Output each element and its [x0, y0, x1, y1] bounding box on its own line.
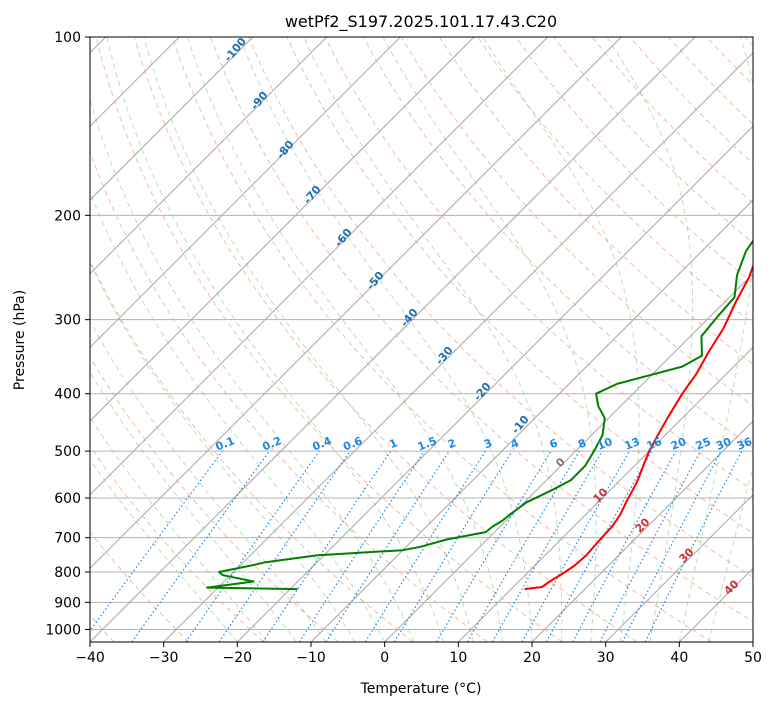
moist-adiabat-line [90, 97, 415, 642]
y-tick-label: 100 [54, 30, 81, 46]
isotherm-line [90, 37, 475, 422]
y-tick-label: 200 [54, 208, 81, 224]
y-axis-label: Pressure (hPa) [12, 290, 28, 390]
dry-adiabat-line [90, 150, 488, 642]
y-tick-label: 600 [54, 491, 81, 507]
mixing-ratio-label: 8 [576, 436, 588, 451]
mixing-ratio-line [599, 450, 702, 642]
x-tick-label: −20 [223, 650, 253, 666]
mixing-ratio-line [466, 450, 580, 642]
x-tick-label: 30 [597, 650, 615, 666]
isotherm-line [90, 37, 328, 275]
moist-adiabat-line [90, 190, 386, 642]
isotherm-line [531, 420, 753, 642]
mixing-ratio-line [325, 450, 450, 642]
profile-line-2 [206, 239, 753, 591]
y-tick-label: 800 [54, 565, 81, 581]
moist-adiabat-line [90, 370, 297, 642]
mixing-ratio-line [131, 450, 270, 642]
mixing-ratio-line [90, 450, 223, 632]
moist-adiabat-line [187, 37, 503, 642]
mixing-ratio-label: 25 [694, 435, 713, 453]
isotherm-line [605, 493, 753, 642]
isotherm-line [163, 51, 753, 642]
dry-adiabat-line [438, 37, 753, 366]
x-tick-label: −40 [75, 650, 105, 666]
moist-adiabat-line [106, 37, 445, 642]
x-tick-label: −30 [149, 650, 179, 666]
mixing-ratio-line [218, 450, 351, 642]
y-tick-label: 300 [54, 313, 81, 329]
mixing-ratio-line [435, 450, 552, 642]
dry-adiabat-line [171, 37, 712, 642]
profile-line-1 [524, 263, 753, 591]
plot-frame [89, 36, 754, 643]
mixing-ratio-label: 13 [623, 435, 642, 453]
mixing-ratio-label: 3 [482, 436, 494, 451]
isotherm-line [90, 37, 696, 642]
y-tick-label: 900 [54, 595, 81, 611]
x-axis-label: Temperature (°C) [360, 681, 482, 697]
moist-adiabat-line [143, 37, 474, 642]
mixing-ratio-line [545, 450, 653, 642]
x-tick-label: 10 [449, 650, 467, 666]
moist-adiabat-line [303, 37, 563, 642]
isotherm-line [457, 346, 753, 642]
mixing-ratio-label: 2 [446, 436, 458, 451]
mixing-ratio-line [298, 450, 425, 642]
dry-adiabat-line [133, 37, 638, 642]
moist-adiabat-line [382, 37, 597, 642]
dry-adiabat-line [90, 531, 190, 642]
isotherm-line [90, 37, 401, 349]
chart-title: wetPf2_S197.2025.101.17.43.C20 [285, 12, 557, 32]
isotherm-line [236, 125, 753, 642]
dry-adiabat-line [90, 445, 264, 642]
isotherm-line [90, 37, 622, 570]
mixing-ratio-label: 30 [714, 435, 733, 453]
y-tick-label: 700 [54, 531, 81, 547]
moist-adiabat-line [606, 37, 694, 642]
dry-adiabat-line [248, 37, 753, 578]
y-tick-label: 400 [54, 387, 81, 403]
mixing-ratio-label: 16 [645, 435, 664, 453]
moist-adiabat-line [239, 37, 533, 642]
dry-adiabat-line [90, 259, 414, 642]
dry-adiabat-line [286, 37, 753, 534]
mixing-ratio-line [572, 450, 677, 642]
x-tick-label: −10 [296, 650, 326, 666]
moist-adiabat-line [90, 458, 238, 642]
mixing-ratio-line [644, 450, 743, 642]
dry-adiabat-line [400, 37, 753, 407]
y-tick-label: 500 [54, 444, 81, 460]
dry-adiabat-line [515, 37, 753, 284]
mixing-ratio-line [621, 450, 722, 642]
isotherm-line [90, 37, 254, 201]
mixing-ratio-line [491, 450, 603, 642]
mixing-ratio-label: 20 [669, 435, 688, 453]
dry-adiabat-line [95, 37, 563, 642]
x-tick-label: 40 [670, 650, 688, 666]
moist-adiabat-line [482, 37, 640, 642]
y-tick-label: 1000 [45, 622, 81, 638]
isotherm-line [90, 37, 549, 496]
moist-adiabat-line [90, 416, 268, 642]
x-tick-label: 0 [380, 650, 389, 666]
mixing-ratio-label: 1 [387, 436, 399, 451]
mixing-ratio-label: 10 [595, 435, 614, 453]
mixing-ratio-label: 36 [735, 435, 754, 453]
x-tick-label: 20 [523, 650, 541, 666]
isotherm-line [384, 272, 753, 642]
dry-adiabat-line [90, 356, 339, 642]
x-tick-label: 50 [744, 650, 762, 666]
moist-adiabat-line [90, 261, 356, 642]
mixing-ratio-line [185, 450, 320, 642]
